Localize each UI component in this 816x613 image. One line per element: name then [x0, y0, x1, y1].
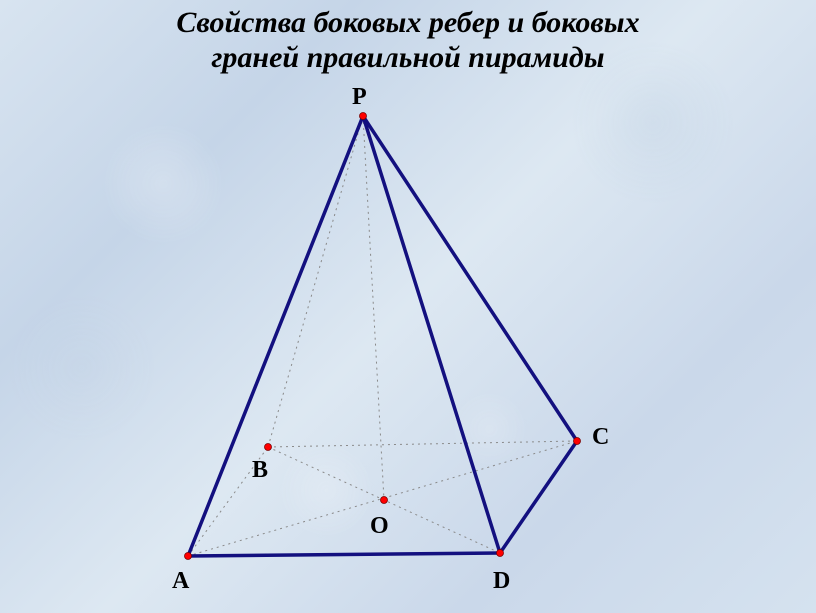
edge-dashed-BC [268, 441, 577, 447]
vertex-label-O: O [370, 513, 389, 540]
vertex-point-O [381, 497, 388, 504]
vertex-label-P: P [352, 84, 367, 111]
vertex-label-B: B [252, 457, 268, 484]
vertex-point-P [360, 113, 367, 120]
vertex-point-B [265, 444, 272, 451]
pyramid-diagram [0, 0, 816, 613]
vertex-label-C: C [592, 424, 609, 451]
edge-dashed-PB [268, 116, 363, 447]
vertex-label-D: D [493, 568, 510, 595]
vertex-point-C [574, 438, 581, 445]
edge-solid-DC [500, 441, 577, 553]
vertex-label-A: A [172, 568, 189, 595]
edge-solid-PC [363, 116, 577, 441]
vertex-point-D [497, 550, 504, 557]
edge-solid-AD [188, 553, 500, 556]
edge-solid-PA [188, 116, 363, 556]
vertex-point-A [185, 553, 192, 560]
